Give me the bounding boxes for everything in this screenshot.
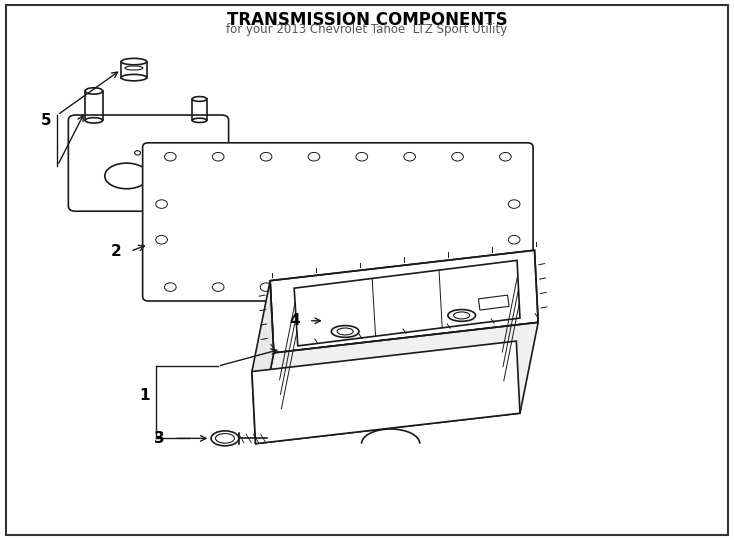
- Circle shape: [404, 152, 415, 161]
- Ellipse shape: [211, 431, 239, 446]
- Text: 2: 2: [110, 244, 121, 259]
- Text: 3: 3: [154, 431, 164, 446]
- Circle shape: [164, 283, 176, 292]
- Circle shape: [212, 283, 224, 292]
- Circle shape: [404, 283, 415, 292]
- Text: 1: 1: [139, 388, 150, 403]
- Circle shape: [500, 283, 512, 292]
- Text: for your 2013 Chevrolet Tahoe  LTZ Sport Utility: for your 2013 Chevrolet Tahoe LTZ Sport …: [226, 23, 508, 36]
- Ellipse shape: [337, 328, 353, 335]
- Ellipse shape: [105, 163, 148, 189]
- Circle shape: [308, 283, 320, 292]
- Ellipse shape: [125, 66, 143, 70]
- Ellipse shape: [192, 97, 207, 102]
- Circle shape: [356, 283, 368, 292]
- Text: 5: 5: [41, 113, 52, 128]
- Circle shape: [149, 151, 155, 155]
- Circle shape: [509, 200, 520, 208]
- Ellipse shape: [121, 75, 147, 81]
- Ellipse shape: [333, 315, 357, 326]
- Circle shape: [261, 283, 272, 292]
- Circle shape: [212, 152, 224, 161]
- Polygon shape: [252, 281, 274, 444]
- Circle shape: [500, 152, 512, 161]
- Circle shape: [451, 283, 463, 292]
- Circle shape: [156, 235, 167, 244]
- Circle shape: [156, 200, 167, 208]
- Ellipse shape: [85, 88, 103, 94]
- Polygon shape: [252, 341, 520, 444]
- Ellipse shape: [454, 312, 470, 319]
- Ellipse shape: [216, 434, 234, 443]
- Ellipse shape: [448, 309, 476, 321]
- Polygon shape: [270, 250, 538, 353]
- Circle shape: [509, 235, 520, 244]
- Circle shape: [134, 151, 140, 155]
- Circle shape: [308, 152, 320, 161]
- FancyBboxPatch shape: [142, 143, 533, 301]
- Circle shape: [164, 152, 176, 161]
- Text: 4: 4: [289, 313, 299, 328]
- Ellipse shape: [121, 58, 147, 65]
- Text: TRANSMISSION COMPONENTS: TRANSMISSION COMPONENTS: [227, 11, 507, 29]
- Polygon shape: [255, 322, 538, 444]
- FancyBboxPatch shape: [68, 115, 228, 211]
- Ellipse shape: [331, 326, 359, 338]
- Ellipse shape: [325, 310, 366, 331]
- Circle shape: [261, 152, 272, 161]
- Circle shape: [356, 152, 368, 161]
- Ellipse shape: [192, 118, 207, 123]
- Polygon shape: [479, 295, 509, 310]
- Circle shape: [451, 152, 463, 161]
- Circle shape: [164, 151, 170, 155]
- Ellipse shape: [85, 118, 103, 123]
